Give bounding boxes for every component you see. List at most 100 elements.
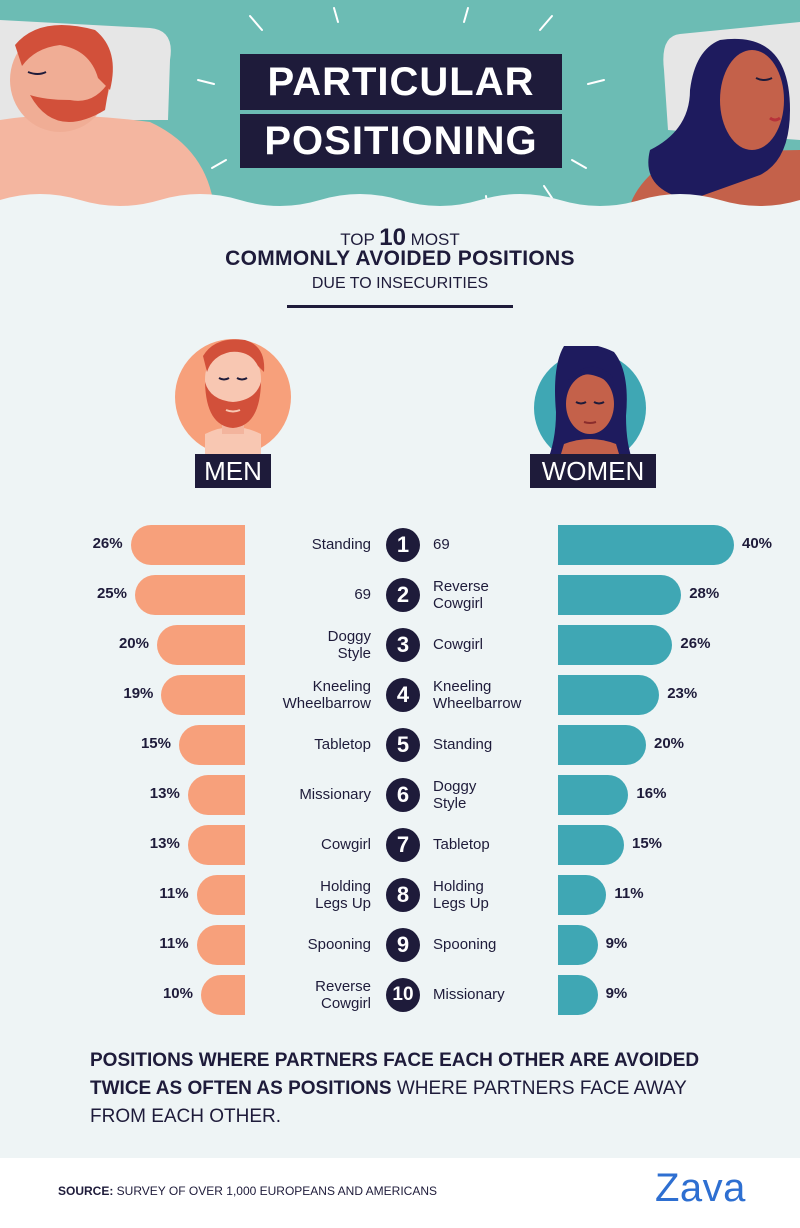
men-value-label: 19% (123, 685, 154, 702)
men-position-label: Tabletop (314, 736, 371, 753)
brand-logo[interactable]: Zava (655, 1166, 746, 1210)
women-position-label: Reverse Cowgirl (433, 578, 489, 612)
women-position-label: Missionary (433, 986, 505, 1003)
women-position-label: Tabletop (433, 836, 490, 853)
men-value-label: 15% (140, 735, 171, 752)
source-label: SOURCE: (58, 1184, 114, 1198)
subtitle-most-text: MOST (405, 230, 460, 249)
rank-badge: 3 (386, 628, 420, 662)
chart-row: 13% Missionary 6 Doggy Style 16% (0, 775, 800, 815)
men-bar (161, 675, 245, 715)
women-value-label: 16% (636, 785, 667, 802)
chart-row: 19% Kneeling Wheelbarrow 4 Kneeling Wheelbarr… (0, 675, 800, 715)
women-label: WOMEN (530, 454, 656, 488)
men-label: MEN (195, 454, 271, 488)
insight-note: POSITIONS WHERE PARTNERS FACE EACH OTHER… (90, 1047, 730, 1131)
men-position-label: Doggy Style (327, 628, 371, 662)
women-bar (558, 675, 660, 715)
rank-badge: 7 (386, 828, 420, 862)
rank-badge: 10 (386, 978, 420, 1012)
man-avatar-icon (175, 339, 291, 456)
men-bar (135, 575, 245, 615)
men-bar (187, 825, 245, 865)
men-value-label: 13% (149, 785, 180, 802)
header-banner: PARTICULAR POSITIONING (0, 0, 800, 215)
source-credit: SOURCE: SURVEY OF OVER 1,000 EUROPEANS A… (58, 1184, 437, 1198)
subtitle-number: 10 (379, 224, 406, 251)
insight-note-bold: POSITIONS WHERE PARTNERS FACE EACH OTHER… (90, 1050, 700, 1099)
men-bar (130, 525, 245, 565)
men-bar (157, 625, 245, 665)
women-bar (558, 925, 598, 965)
men-bar (179, 725, 245, 765)
men-value-label: 26% (92, 535, 123, 552)
women-position-label: Cowgirl (433, 636, 484, 653)
men-position-label: Holding Legs Up (315, 878, 371, 912)
men-position-label: Missionary (299, 786, 371, 803)
women-position-label: Standing (433, 736, 493, 753)
rank-badge: 1 (386, 528, 420, 562)
men-position-label: Cowgirl (320, 836, 371, 853)
men-value-label: 11% (159, 885, 189, 902)
women-value-label: 11% (614, 885, 644, 902)
men-value-label: 20% (118, 635, 149, 652)
women-value-label: 20% (654, 735, 685, 752)
subtitle-line-3: DUE TO INSECURITIES (311, 275, 489, 292)
women-position-label: Kneeling Wheelbarrow (433, 678, 522, 712)
women-value-label: 15% (632, 835, 663, 852)
men-value-label: 10% (162, 985, 193, 1002)
chart-row: 15% Tabletop 5 Standing 20% (0, 725, 800, 765)
men-value-label: 11% (159, 935, 189, 952)
chart-row: 26% Standing 1 69 40% (0, 525, 800, 565)
women-bar (558, 575, 682, 615)
subtitle-line-1: TOP 10 MOST (0, 224, 800, 252)
chart-row: 10% Reverse Cowgirl 10 Missionary 9% (0, 975, 800, 1015)
women-bar (558, 825, 624, 865)
rank-badge: 4 (386, 678, 420, 712)
header-illustration (0, 7, 800, 215)
women-position-label: Holding Legs Up (433, 878, 489, 912)
men-position-label: Spooning (307, 936, 371, 953)
rank-badge: 6 (386, 778, 420, 812)
page-title-line-1: PARTICULAR (240, 54, 562, 110)
women-position-label: 69 (433, 536, 450, 553)
women-value-label: 40% (742, 535, 773, 552)
men-position-label: Reverse Cowgirl (315, 978, 371, 1012)
men-value-label: 25% (96, 585, 127, 602)
women-bar (558, 725, 646, 765)
men-bar (201, 975, 245, 1015)
men-position-label: Kneeling Wheelbarrow (282, 678, 371, 712)
women-position-label: Doggy Style (433, 778, 477, 812)
women-bar (558, 625, 673, 665)
rank-badge: 8 (386, 878, 420, 912)
insight-note-regular: WHERE PARTNERS FACE AWAY FROM EACH OTHER… (90, 1078, 687, 1127)
rank-badge: 5 (386, 728, 420, 762)
butterfly-bar-chart: 26% Standing 1 69 40% 25% 69 2 Reverse Cowgirl 28%… (0, 520, 800, 1020)
men-bar (187, 775, 245, 815)
women-value-label: 23% (667, 685, 698, 702)
women-bar (558, 525, 734, 565)
chart-row: 11% Spooning 9 Spooning 9% (0, 925, 800, 965)
rank-badge: 9 (386, 928, 420, 962)
women-value-label: 9% (605, 935, 628, 952)
women-value-label: 9% (605, 985, 628, 1002)
footer: SOURCE: SURVEY OF OVER 1,000 EUROPEANS A… (0, 1158, 800, 1228)
chart-row: 25% 69 2 Reverse Cowgirl 28% (0, 575, 800, 615)
women-value-label: 28% (689, 585, 720, 602)
women-bar (558, 975, 598, 1015)
chart-row: 20% Doggy Style 3 Cowgirl 26% (0, 625, 800, 665)
men-position-label: Standing (311, 536, 371, 553)
subtitle-line-2: COMMONLY AVOIDED POSITIONS (225, 247, 575, 270)
subtitle-top-text: TOP (340, 230, 380, 249)
men-bar (196, 925, 245, 965)
chart-row: 13% Cowgirl 7 Tabletop 15% (0, 825, 800, 865)
woman-avatar-icon (534, 346, 646, 464)
men-bar (196, 875, 245, 915)
page-title-line-2: POSITIONING (240, 114, 562, 168)
women-position-label: Spooning (433, 936, 497, 953)
men-value-label: 13% (149, 835, 180, 852)
women-bar (558, 875, 607, 915)
chart-row: 11% Holding Legs Up 8 Holding Legs Up 11% (0, 875, 800, 915)
women-bar (558, 775, 629, 815)
men-position-label: 69 (354, 586, 371, 603)
